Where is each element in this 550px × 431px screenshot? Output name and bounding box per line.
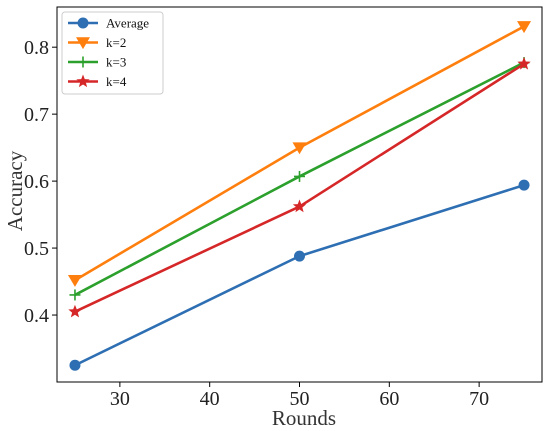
legend-item: k=2 [68,35,126,50]
legend-item: k=4 [68,74,127,89]
data-point [292,142,307,155]
x-tick-label: 30 [110,388,130,410]
data-point [517,56,531,70]
legend: Average k=2 k=3 k=4 [61,11,164,95]
x-tick-label: 60 [379,388,399,410]
data-point [68,304,82,318]
series-3 [68,56,531,318]
series-line [74,183,525,367]
legend-item: Average [68,16,149,31]
legend-item: k=3 [68,55,126,70]
series-line [74,62,525,313]
legend-marker [77,56,89,68]
data-point [69,289,81,301]
data-point [67,274,82,287]
y-tick-label: 0.7 [24,104,49,126]
data-point [518,179,530,191]
legend-marker [76,74,90,88]
legend-label: k=4 [106,74,127,89]
data-point [294,170,305,182]
series-layer [67,21,532,371]
legend-marker [77,17,89,29]
data-point [292,199,307,213]
series-1 [67,21,532,287]
ticks-layer: 30 40 50 60 70 0.4 0.5 0.6 0.7 0.8 [24,37,489,410]
legend-label: k=2 [106,35,126,50]
x-tick-label: 50 [290,388,310,410]
y-tick-label: 0.8 [24,37,49,59]
data-point [517,21,532,34]
x-tick-label: 70 [469,388,489,410]
legend-box [61,11,164,95]
y-tick-label: 0.4 [24,305,49,327]
data-point [294,250,305,262]
data-point [69,359,81,371]
series-0 [69,179,530,371]
x-axis-title: Rounds [272,406,336,430]
x-tick-label: 40 [200,388,220,410]
y-tick-label: 0.5 [24,238,49,260]
y-tick-label: 0.6 [24,171,49,193]
legend-marker [76,37,90,50]
y-axis-title: Accuracy [3,150,27,231]
legend-label: Average [106,16,149,31]
legend-label: k=3 [106,55,126,70]
